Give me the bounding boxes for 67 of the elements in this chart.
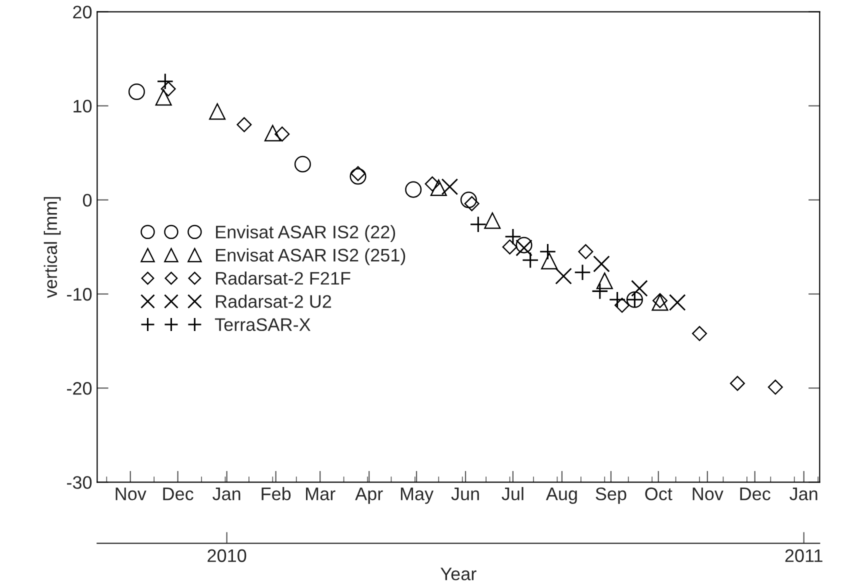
point	[592, 282, 608, 300]
x-tick-label: Apr	[355, 488, 383, 504]
point	[464, 196, 480, 212]
x-tick-label: Jul	[502, 487, 524, 500]
x-tick-label: Oct	[645, 488, 672, 500]
x-tick-label: May	[400, 488, 434, 504]
y-tick-label: 10	[74, 100, 92, 113]
point	[405, 181, 422, 198]
x-tick-label: Aug	[546, 488, 577, 504]
point	[160, 81, 176, 96]
point	[504, 228, 522, 246]
x2-tick-label: 2010	[208, 549, 246, 562]
point	[470, 216, 487, 233]
x-tick-label: Feb	[262, 487, 291, 500]
point	[502, 239, 518, 254]
y-tick-label: 0	[82, 194, 92, 207]
x-tick-label: Jan	[790, 488, 818, 500]
point	[424, 176, 440, 192]
x2-axis-title: Year	[440, 568, 476, 580]
point	[596, 272, 613, 290]
legend-label: Envisat ASAR IS2 (251)	[216, 248, 406, 266]
point	[692, 326, 707, 342]
x-tick-label: Mar	[306, 488, 336, 500]
point	[350, 168, 366, 185]
point	[730, 376, 745, 391]
x-tick-label: Dec	[740, 488, 770, 500]
point	[264, 124, 281, 142]
y-tick-label: 20	[73, 6, 92, 18]
point	[350, 166, 366, 182]
point	[274, 126, 290, 142]
legend-label: Radarsat-2 U2	[216, 294, 332, 308]
point	[668, 294, 686, 311]
point	[631, 280, 648, 297]
point	[578, 244, 594, 260]
point	[516, 236, 532, 254]
point	[128, 83, 145, 100]
point	[236, 117, 252, 132]
point	[593, 255, 610, 272]
point	[484, 212, 501, 229]
point	[608, 291, 626, 308]
point	[156, 72, 174, 90]
point	[555, 268, 572, 285]
point	[574, 264, 591, 281]
point	[460, 192, 477, 208]
point	[441, 178, 458, 196]
x-tick-label: Jun	[451, 488, 479, 500]
y-tick-label: -20	[67, 382, 92, 395]
y-tick-label: -10	[67, 288, 92, 301]
point	[539, 243, 556, 260]
point	[614, 298, 630, 313]
legend-label: Envisat ASAR IS2 (22)	[216, 225, 396, 242]
x-tick-label: Nov	[116, 488, 146, 500]
x-tick-label: Nov	[692, 488, 724, 500]
legend-label: Radarsat-2 F21F	[216, 271, 350, 285]
y-tick-label: -30	[67, 476, 92, 489]
x2-tick-label: 2011	[785, 549, 822, 562]
x-tick-label: Sep	[596, 488, 626, 504]
point	[294, 156, 311, 172]
point	[541, 252, 558, 270]
x-tick-label: Dec	[163, 488, 194, 500]
y-axis-title: vertical [mm]	[44, 197, 61, 298]
legend-label: TerraSAR-X	[214, 318, 310, 332]
point	[430, 179, 447, 196]
x-tick-label: Jan	[212, 488, 240, 500]
point	[209, 103, 226, 120]
point	[768, 380, 783, 395]
point	[155, 89, 172, 106]
